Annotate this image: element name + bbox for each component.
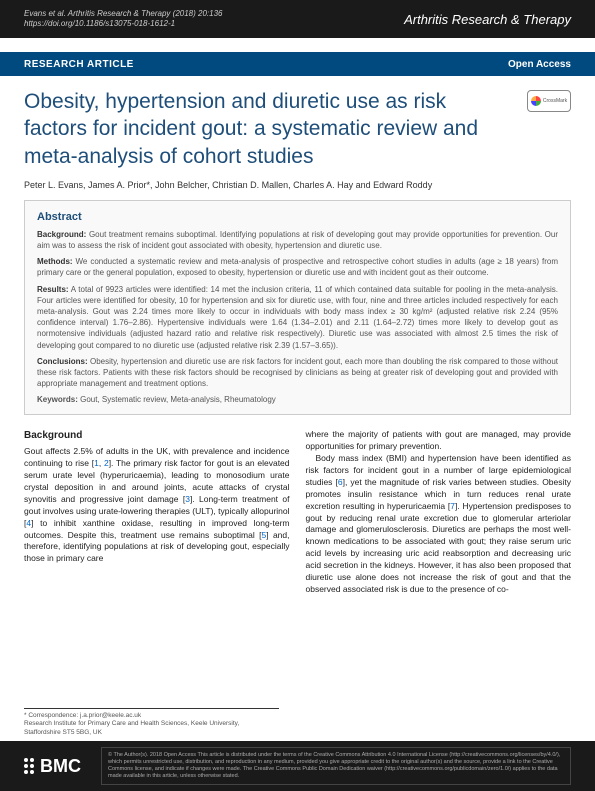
keywords-label: Keywords:: [37, 395, 78, 404]
citation-block: Evans et al. Arthritis Research & Therap…: [24, 9, 222, 30]
journal-name: Arthritis Research & Therapy: [404, 12, 571, 27]
bmc-dots-icon: [24, 758, 34, 774]
abstract-conclusions: Conclusions: Obesity, hypertension and d…: [37, 356, 558, 390]
t5: ] to inhibit xanthine oxidase, resulting…: [24, 518, 290, 540]
author-list: Peter L. Evans, James A. Prior*, John Be…: [0, 180, 595, 200]
abstract-keywords: Keywords: Gout, Systematic review, Meta-…: [37, 395, 558, 404]
research-article-label: RESEARCH ARTICLE: [24, 59, 134, 70]
column-left: Background Gout affects 2.5% of adults i…: [24, 429, 290, 595]
abstract-box: Abstract Background: Gout treatment rema…: [24, 200, 571, 415]
corr-affil-2: Staffordshire ST5 5BG, UK: [24, 729, 279, 737]
keywords-text: Gout, Systematic review, Meta-analysis, …: [78, 395, 276, 404]
correspondence-block: * Correspondence: j.a.prior@keele.ac.uk …: [24, 708, 279, 737]
abstract-background: Background: Gout treatment remains subop…: [37, 229, 558, 251]
journal-header: Evans et al. Arthritis Research & Therap…: [0, 0, 595, 38]
background-heading: Background: [24, 429, 290, 443]
citation-text: Evans et al. Arthritis Research & Therap…: [24, 9, 222, 19]
t9: ]. Hypertension predisposes to gout by r…: [306, 501, 572, 594]
abs-bg-label: Background:: [37, 230, 86, 239]
abs-conc-text: Obesity, hypertension and diuretic use a…: [37, 357, 558, 388]
title-block: CrossMark Obesity, hypertension and diur…: [0, 76, 595, 180]
abs-conc-label: Conclusions:: [37, 357, 88, 366]
abs-methods-label: Methods:: [37, 257, 73, 266]
abs-results-label: Results:: [37, 285, 69, 294]
article-type-bar: RESEARCH ARTICLE Open Access: [0, 52, 595, 76]
abstract-heading: Abstract: [37, 211, 558, 223]
abstract-methods: Methods: We conducted a systematic revie…: [37, 256, 558, 278]
crossmark-label: CrossMark: [543, 98, 567, 104]
abs-results-text: A total of 9923 articles were identified…: [37, 285, 558, 350]
abs-bg-text: Gout treatment remains suboptimal. Ident…: [37, 230, 558, 250]
abstract-results: Results: A total of 9923 articles were i…: [37, 284, 558, 351]
doi-text: https://doi.org/10.1186/s13075-018-1612-…: [24, 19, 222, 29]
article-title: Obesity, hypertension and diuretic use a…: [24, 88, 571, 170]
bmc-logo-text: BMC: [40, 756, 81, 777]
corr-email: * Correspondence: j.a.prior@keele.ac.uk: [24, 712, 279, 720]
page-footer: BMC © The Author(s). 2018 Open Access Th…: [0, 741, 595, 791]
crossmark-badge[interactable]: CrossMark: [527, 90, 571, 112]
column-right: where the majority of patients with gout…: [306, 429, 572, 595]
abs-methods-text: We conducted a systematic review and met…: [37, 257, 558, 277]
col2-para-2: Body mass index (BMI) and hypertension h…: [306, 453, 572, 596]
corr-affil-1: Research Institute for Primary Care and …: [24, 720, 279, 728]
bmc-logo: BMC: [24, 756, 81, 777]
open-access-label: Open Access: [508, 59, 571, 70]
body-columns: Background Gout affects 2.5% of adults i…: [0, 429, 595, 595]
license-text: © The Author(s). 2018 Open Access This a…: [101, 747, 571, 786]
background-para-1: Gout affects 2.5% of adults in the UK, w…: [24, 446, 290, 565]
col2-para-1: where the majority of patients with gout…: [306, 429, 572, 453]
